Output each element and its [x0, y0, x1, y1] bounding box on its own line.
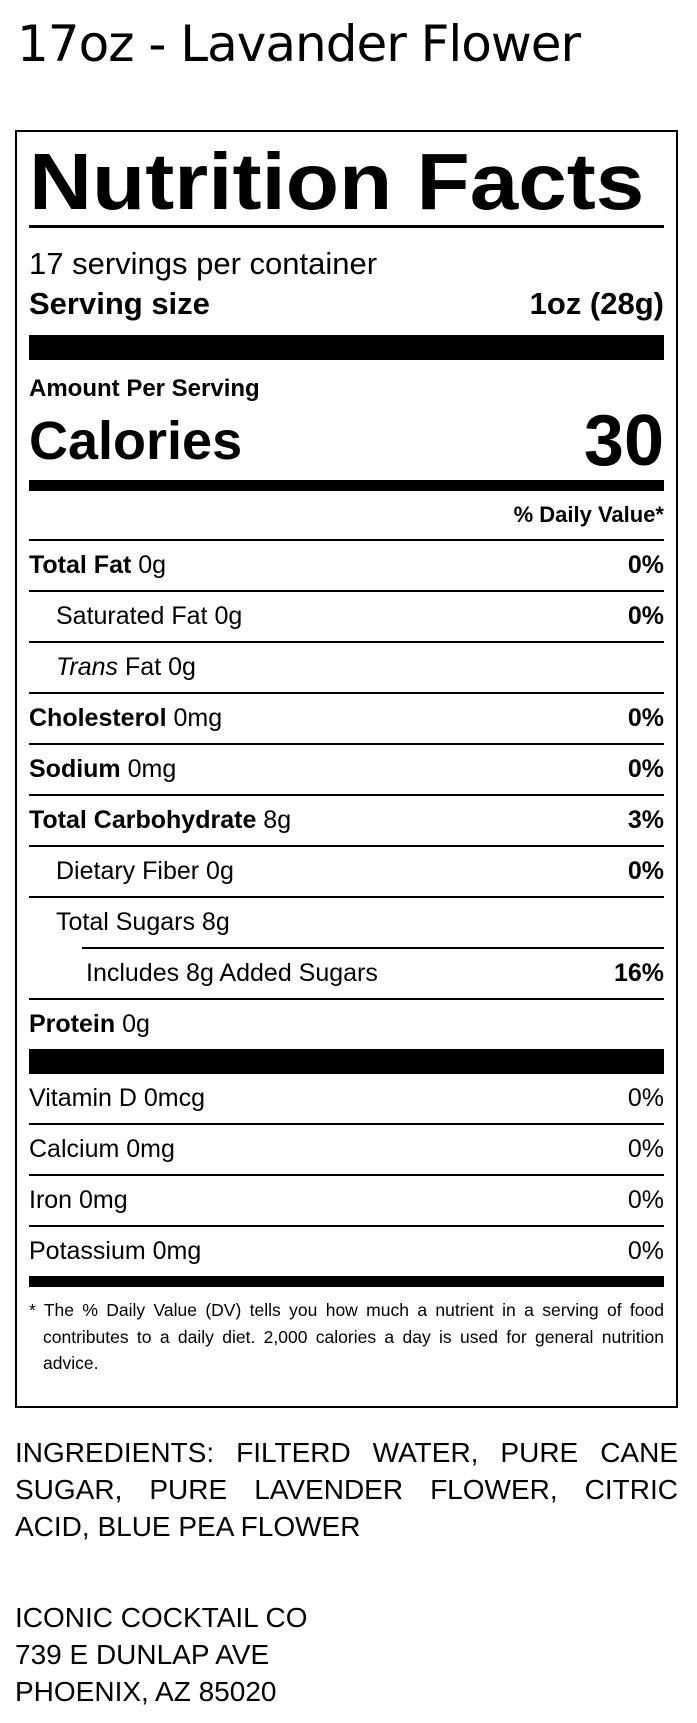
nutrition-facts-heading: Nutrition Facts [29, 137, 645, 226]
serving-size-label: Serving size [29, 286, 210, 321]
vitamin-row: Potassium 0mg 0% [29, 1227, 664, 1276]
vitamin-name: Vitamin D 0mcg [29, 1084, 205, 1112]
thick-divider [29, 335, 664, 360]
nutrient-row: Total Sugars 8g [29, 898, 664, 947]
nutrient-dv: 3% [627, 806, 664, 834]
vitamin-dv: 0% [627, 1084, 664, 1112]
nutrient-name-suffix: Fat [125, 653, 162, 681]
nutrient-name: Dietary Fiber [56, 857, 200, 885]
vitamin-dv: 0% [627, 1237, 664, 1265]
nutrient-name: Saturated Fat [56, 602, 208, 630]
nutrient-amount: 0g [168, 653, 196, 681]
calories-row: Calories 30 [29, 401, 664, 481]
ingredients-list: INGREDIENTS: FILTERD WATER, PURE CANE SU… [15, 1437, 678, 1542]
nutrient-row: Includes 8g Added Sugars 16% [29, 949, 664, 1000]
serving-size-value: 1oz (28g) [529, 286, 664, 321]
nutrient-dv: 0% [627, 857, 664, 885]
servings-per-container: 17 servings per container [29, 246, 378, 281]
company-address-line1: 739 E DUNLAP AVE [15, 1639, 270, 1670]
vitamin-name: Iron 0mg [29, 1186, 128, 1214]
medium-divider [29, 1276, 664, 1287]
vitamin-name: Potassium 0mg [29, 1237, 202, 1265]
calories-label: Calories [29, 410, 243, 471]
vitamin-row: Vitamin D 0mcg 0% [29, 1074, 664, 1125]
daily-value-header-text: % Daily Value* [513, 502, 664, 527]
nutrient-dv: 0% [627, 602, 664, 630]
nutrient-name: Total Carbohydrate [29, 806, 257, 834]
nutrition-facts-panel: Nutrition Facts 17 servings per containe… [15, 130, 678, 1408]
daily-value-header: % Daily Value* [29, 491, 664, 539]
vitamin-row: Calcium 0mg 0% [29, 1125, 664, 1176]
nutrient-row: Trans Fat 0g [29, 643, 664, 694]
vitamin-name: Calcium 0mg [29, 1135, 175, 1163]
nutrient-row: Total Fat 0g 0% [29, 541, 664, 592]
nutrient-name: Protein [29, 1010, 116, 1038]
nutrient-dv: 16% [613, 959, 664, 987]
nutrient-name: Includes 8g Added Sugars [86, 959, 378, 987]
thick-divider [29, 1049, 664, 1074]
nutrient-row: Protein 0g [29, 1000, 664, 1049]
company-address-line2: PHOENIX, AZ 85020 [15, 1676, 277, 1707]
indented-divider [82, 947, 664, 949]
nutrient-row: Sodium 0mg 0% [29, 745, 664, 796]
nutrient-name: Total Sugars [56, 908, 195, 936]
nutrient-name: Sodium [29, 755, 121, 783]
nutrient-dv: 0% [627, 551, 664, 579]
nutrient-name: Total Fat [29, 551, 132, 579]
amount-per-serving: Amount Per Serving [29, 375, 260, 402]
nutrient-amount: 8g [263, 806, 292, 834]
nutrient-amount: 0g [214, 602, 243, 630]
nutrient-amount: 0mg [173, 704, 223, 732]
nutrient-dv: 0% [627, 755, 664, 783]
nutrient-dv: 0% [627, 704, 664, 732]
vitamin-row: Iron 0mg 0% [29, 1176, 664, 1227]
nutrient-row: Cholesterol 0mg 0% [29, 694, 664, 745]
nutrient-row: Saturated Fat 0g 0% [29, 592, 664, 643]
divider [29, 225, 664, 228]
company-info: ICONIC COCKTAIL CO 739 E DUNLAP AVE PHOE… [15, 1599, 307, 1710]
company-name: ICONIC COCKTAIL CO [15, 1602, 308, 1633]
daily-value-footnote: * The % Daily Value (DV) tells you how m… [29, 1300, 664, 1373]
serving-size-row: Serving size 1oz (28g) [29, 284, 664, 324]
nutrient-row: Total Carbohydrate 8g 3% [29, 796, 664, 847]
divider [29, 539, 664, 541]
nutrient-amount: 0g [206, 857, 234, 885]
nutrient-amount: 0g [138, 551, 167, 579]
nutrient-name: Cholesterol [29, 704, 167, 732]
vitamin-dv: 0% [627, 1186, 664, 1214]
nutrient-amount: 0g [122, 1010, 150, 1038]
nutrient-amount: 0mg [127, 755, 177, 783]
nutrient-name: Trans [56, 653, 119, 681]
product-title: 17oz - Lavander Flower [17, 15, 581, 73]
calories-value: 30 [583, 400, 664, 481]
medium-divider [29, 480, 664, 491]
nutrient-row: Dietary Fiber 0g 0% [29, 847, 664, 898]
nutrient-amount: 8g [201, 908, 230, 936]
vitamin-dv: 0% [627, 1135, 664, 1163]
